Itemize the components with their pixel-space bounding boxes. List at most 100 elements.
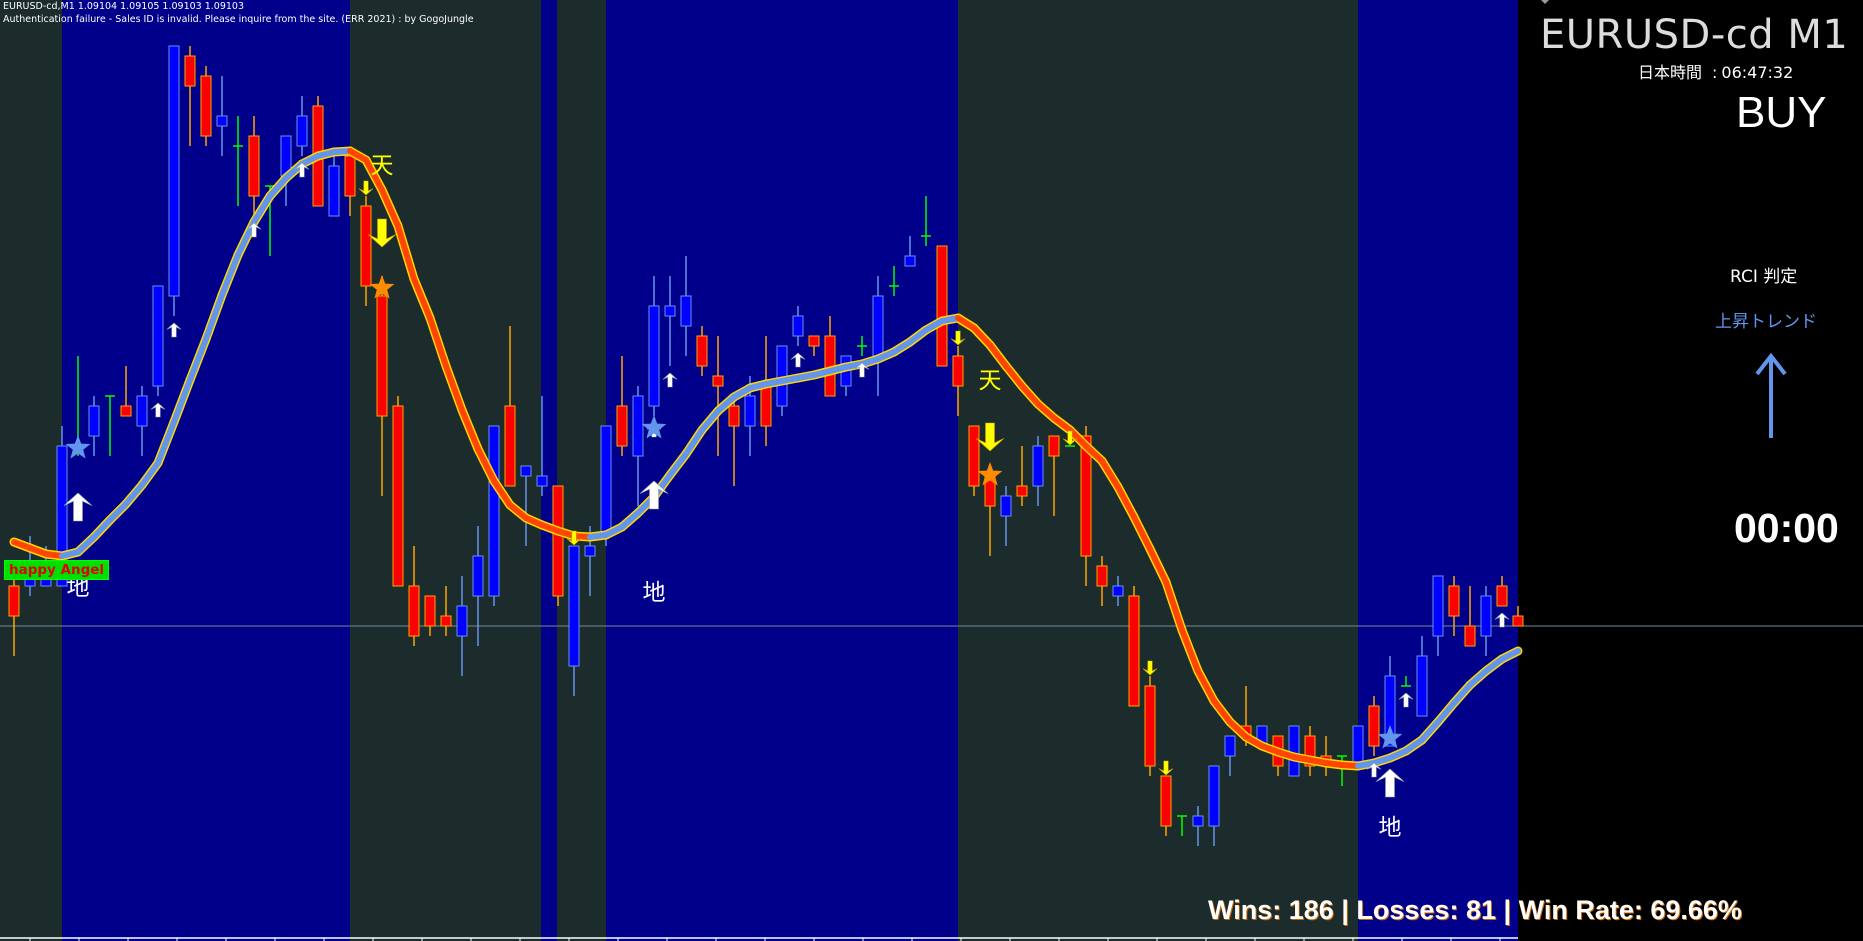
candle-body — [296, 115, 308, 147]
candle-body — [392, 405, 404, 587]
ma-line-segment — [1115, 484, 1137, 520]
small-up-arrow-icon — [246, 222, 262, 238]
candle — [520, 465, 532, 546]
candle-body — [696, 335, 708, 367]
ma-line-segment — [731, 385, 753, 400]
small-up-arrow-icon — [1494, 612, 1510, 628]
session-band — [606, 0, 958, 941]
buy-star-icon — [1377, 725, 1403, 749]
ma-line-segment — [267, 175, 289, 199]
time-label: 日本時間 — [1638, 63, 1703, 82]
candle-body — [744, 395, 756, 427]
candle-body — [1192, 815, 1204, 827]
ma-line-segment — [395, 223, 417, 282]
candle — [1496, 576, 1508, 607]
sell-star-icon — [977, 462, 1003, 486]
candle-body — [680, 295, 692, 327]
candle — [1224, 735, 1236, 776]
candle — [936, 245, 948, 367]
ma-line-segment — [107, 501, 129, 523]
rci-label: RCI 判定 — [1730, 267, 1798, 287]
candle — [1032, 436, 1044, 506]
candle — [1016, 446, 1028, 506]
candle — [792, 306, 804, 346]
candle-body — [472, 555, 484, 597]
candle-body — [456, 605, 468, 637]
candle-body — [664, 305, 676, 317]
buy-arrow-icon — [639, 480, 669, 510]
ma-line-segment — [923, 318, 945, 333]
candle-body — [1304, 735, 1316, 767]
candle-body — [136, 395, 148, 427]
ma-line-segment — [683, 427, 705, 457]
candle-body — [808, 335, 820, 347]
candle-body — [1224, 735, 1236, 757]
candle — [1432, 575, 1444, 656]
candle-body — [1464, 625, 1476, 647]
candle — [216, 76, 228, 156]
candle — [456, 576, 468, 676]
candle-body — [1512, 615, 1524, 627]
ma-line-segment — [1243, 734, 1265, 749]
candle — [1144, 676, 1156, 776]
sell-arrow-icon — [367, 218, 397, 248]
ma-line-segment — [699, 408, 721, 433]
candle-body — [1384, 675, 1396, 747]
japan-time: 日本時間:06:47:32 — [1638, 59, 1793, 83]
losses-value: 81 — [1465, 895, 1497, 925]
session-band — [1358, 0, 1518, 941]
small-up-arrow-icon — [150, 402, 166, 418]
small-up-arrow-icon — [854, 362, 870, 378]
candle-body — [1000, 495, 1012, 517]
candle-body — [536, 475, 548, 487]
candle-body — [1112, 585, 1124, 597]
candle — [1128, 586, 1140, 707]
trade-stats: Wins: 186 | Losses: 81 | Win Rate: 69.66… — [1208, 895, 1742, 926]
candle — [552, 485, 564, 606]
candle-body — [1128, 595, 1140, 707]
rci-trend: 上昇トレンド — [1715, 312, 1817, 332]
ma-line-segment — [459, 407, 481, 452]
candle — [648, 276, 660, 416]
candle-body — [616, 405, 628, 447]
buy-label: 地 — [67, 575, 90, 601]
ma-line-segment — [475, 446, 497, 484]
ma-line-segment — [411, 276, 433, 321]
ma-line-segment — [1419, 719, 1441, 743]
candle-body — [488, 425, 500, 597]
candle — [1288, 725, 1300, 777]
ma-line-segment — [891, 339, 913, 355]
candle-body — [88, 405, 100, 437]
ma-line-segment — [1099, 458, 1121, 490]
ma-line-segment — [619, 510, 641, 530]
candle — [233, 116, 243, 206]
wins-label: Wins: — [1208, 895, 1282, 925]
ma-line-segment — [971, 325, 993, 348]
candle — [200, 66, 212, 146]
candle-body — [1368, 705, 1380, 747]
ma-line-segment — [171, 377, 193, 425]
candle-body — [648, 305, 660, 407]
candle-body — [632, 395, 644, 457]
candle — [1048, 435, 1060, 516]
ma-line-segment — [155, 419, 177, 466]
ma-line-segment — [715, 394, 737, 414]
candle-body — [712, 375, 724, 387]
candle-body — [792, 315, 804, 337]
ma-line-segment — [123, 482, 145, 507]
ma-line-segment — [379, 187, 401, 229]
candle — [1416, 636, 1428, 717]
losses-label: | Losses: — [1341, 895, 1459, 925]
sell-star-icon — [369, 275, 395, 299]
candle-body — [328, 165, 340, 217]
candle — [1368, 696, 1380, 756]
ma-line-segment — [955, 315, 977, 331]
ma-line-segment — [203, 292, 225, 342]
candle — [152, 285, 164, 396]
candle-body — [1352, 725, 1364, 767]
buy-star-icon — [65, 435, 91, 459]
candle — [248, 116, 260, 216]
candle-body — [408, 585, 420, 637]
small-up-arrow-icon — [662, 372, 678, 388]
